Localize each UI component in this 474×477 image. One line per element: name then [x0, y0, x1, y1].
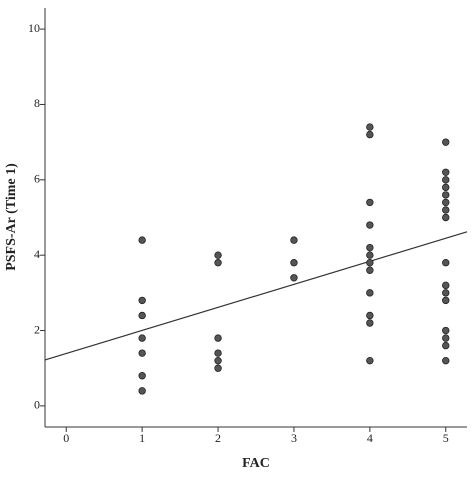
- trend-line: [44, 231, 468, 361]
- point: [138, 372, 146, 380]
- point: [442, 356, 450, 365]
- point: [366, 221, 374, 229]
- point: [442, 183, 450, 192]
- point: [442, 296, 450, 305]
- y-axis-label: PSFS-Ar (Time 1): [4, 163, 19, 271]
- point: [214, 364, 222, 372]
- point: [366, 311, 374, 320]
- point: [442, 176, 450, 184]
- x-tick-label: 4: [367, 431, 373, 445]
- point: [442, 281, 450, 290]
- x-tick-label: 5: [443, 431, 449, 445]
- point: [366, 198, 374, 207]
- point: [442, 341, 450, 350]
- point: [366, 123, 374, 131]
- point: [442, 198, 450, 207]
- point: [138, 349, 146, 357]
- point: [290, 274, 298, 282]
- point: [442, 191, 450, 199]
- point: [442, 259, 450, 267]
- point: [442, 289, 450, 297]
- point: [366, 130, 374, 139]
- point: [442, 206, 450, 214]
- point: [214, 356, 222, 365]
- x-tick-label: 2: [215, 431, 221, 445]
- point: [442, 168, 450, 176]
- y-tick-label: 10: [28, 21, 40, 35]
- point: [138, 334, 146, 342]
- point: [290, 236, 298, 244]
- point: [214, 251, 222, 259]
- x-tick-label: 3: [291, 431, 297, 445]
- point: [366, 251, 374, 259]
- point: [366, 319, 374, 327]
- x-axis-label: FAC: [242, 456, 270, 471]
- y-tick-label: 2: [34, 322, 40, 336]
- point: [366, 289, 374, 297]
- point: [138, 311, 146, 320]
- point: [442, 334, 450, 342]
- point: [214, 334, 222, 342]
- x-tick-label: 0: [63, 431, 69, 445]
- point: [366, 243, 374, 252]
- point: [442, 326, 450, 335]
- point: [290, 259, 298, 267]
- point: [366, 356, 374, 365]
- y-tick-label: 6: [34, 172, 40, 186]
- point: [138, 296, 146, 305]
- point: [442, 213, 450, 222]
- point: [138, 387, 146, 395]
- point: [442, 138, 450, 146]
- point: [138, 236, 146, 244]
- point: [366, 259, 374, 267]
- point: [214, 259, 222, 267]
- y-tick-label: 4: [34, 247, 40, 261]
- point: [366, 266, 374, 274]
- y-tick-label: 0: [34, 398, 40, 412]
- point: [214, 349, 222, 357]
- x-tick-label: 1: [139, 431, 145, 445]
- y-tick-label: 8: [34, 96, 40, 110]
